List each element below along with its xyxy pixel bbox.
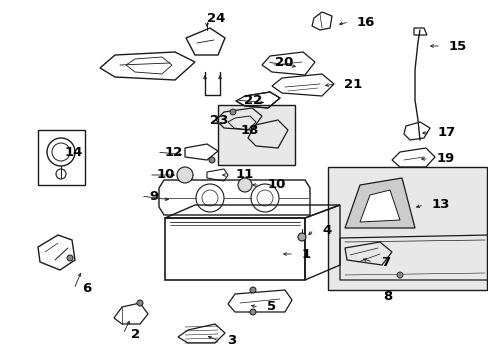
- Circle shape: [208, 157, 215, 163]
- Text: 8: 8: [382, 289, 391, 302]
- Text: 24: 24: [206, 12, 225, 24]
- Text: 5: 5: [266, 301, 276, 314]
- Circle shape: [137, 300, 142, 306]
- Text: 3: 3: [226, 334, 236, 347]
- Circle shape: [67, 255, 73, 261]
- Circle shape: [47, 138, 75, 166]
- Text: 2: 2: [131, 328, 140, 341]
- Text: 22: 22: [244, 94, 262, 107]
- Text: 16: 16: [356, 15, 375, 28]
- Text: 10: 10: [267, 179, 286, 192]
- Text: 6: 6: [82, 283, 91, 296]
- Text: 12: 12: [164, 145, 183, 158]
- Text: 17: 17: [437, 126, 455, 139]
- Text: 4: 4: [321, 224, 330, 237]
- Polygon shape: [345, 178, 414, 228]
- Circle shape: [297, 233, 305, 241]
- Text: 14: 14: [65, 145, 83, 158]
- Circle shape: [249, 309, 256, 315]
- Circle shape: [229, 109, 236, 115]
- Circle shape: [396, 272, 402, 278]
- Circle shape: [238, 178, 251, 192]
- Polygon shape: [359, 190, 399, 222]
- Circle shape: [177, 167, 193, 183]
- Text: 7: 7: [380, 256, 389, 269]
- Text: 23: 23: [209, 113, 228, 126]
- Text: 21: 21: [343, 77, 362, 90]
- Circle shape: [249, 287, 256, 293]
- Text: 13: 13: [431, 198, 449, 211]
- Text: 1: 1: [302, 248, 310, 261]
- Text: 15: 15: [448, 40, 467, 53]
- Bar: [38, 130, 85, 185]
- Text: 9: 9: [149, 189, 158, 202]
- Text: 19: 19: [436, 153, 454, 166]
- Text: 18: 18: [241, 123, 259, 136]
- Bar: [218, 105, 294, 165]
- Bar: [327, 167, 486, 290]
- Text: 11: 11: [236, 168, 254, 181]
- Text: 20: 20: [274, 55, 293, 68]
- Text: 10: 10: [157, 168, 175, 181]
